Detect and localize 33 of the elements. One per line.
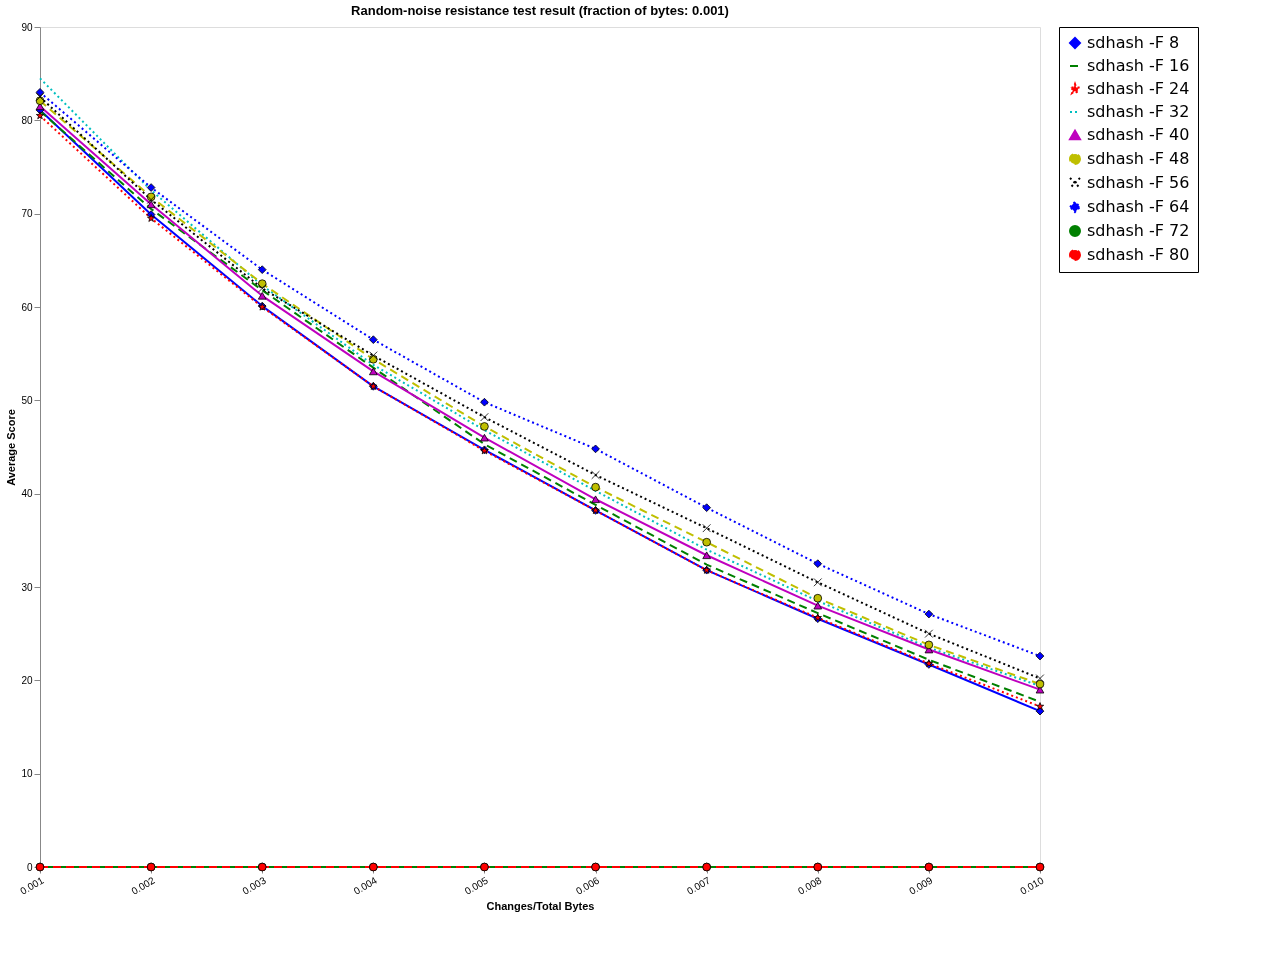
legend-label: sdhash -F 32: [1087, 102, 1190, 121]
legend-label: sdhash -F 8: [1087, 33, 1180, 52]
x-tick-label: 0.009: [907, 874, 935, 897]
y-tick-label: 40: [21, 488, 33, 500]
x-tick-label: 0.005: [462, 874, 491, 897]
x-tick-label: 0.004: [351, 874, 380, 897]
x-tick-label: 0.008: [796, 874, 824, 897]
y-tick-label: 50: [21, 394, 33, 406]
x-tick-label: 0.001: [18, 874, 46, 897]
y-tick-label: 80: [21, 114, 33, 126]
y-tick-label: 70: [21, 208, 33, 220]
y-axis-title: Average Score: [5, 409, 18, 486]
x-tick-label: 0.007: [684, 874, 713, 897]
legend-label: sdhash -F 80: [1087, 245, 1190, 264]
chart-title: Random-noise resistance test result (fraction of bytes: 0.001): [351, 3, 729, 18]
legend-label: sdhash -F 48: [1087, 149, 1190, 168]
y-tick-label: 30: [21, 581, 33, 593]
y-tick-label: 0: [26, 861, 33, 873]
legend-label: sdhash -F 24: [1087, 79, 1190, 98]
x-tick-label: 0.003: [240, 874, 269, 897]
legend-label: sdhash -F 56: [1087, 173, 1190, 192]
legend-label: sdhash -F 72: [1087, 221, 1190, 240]
y-tick-label: 10: [21, 768, 33, 780]
legend-label: sdhash -F 64: [1087, 197, 1190, 216]
legend-label: sdhash -F 16: [1087, 56, 1190, 75]
x-tick-label: 0.010: [1018, 874, 1046, 897]
x-tick-label: 0.002: [129, 874, 157, 897]
x-axis-title: Changes/Total Bytes: [486, 899, 595, 912]
x-tick-label: 0.006: [573, 874, 602, 897]
y-tick-label: 60: [21, 301, 33, 313]
y-tick-label: 20: [21, 674, 33, 686]
y-tick-label: 90: [21, 21, 33, 33]
legend-label: sdhash -F 40: [1087, 125, 1190, 144]
